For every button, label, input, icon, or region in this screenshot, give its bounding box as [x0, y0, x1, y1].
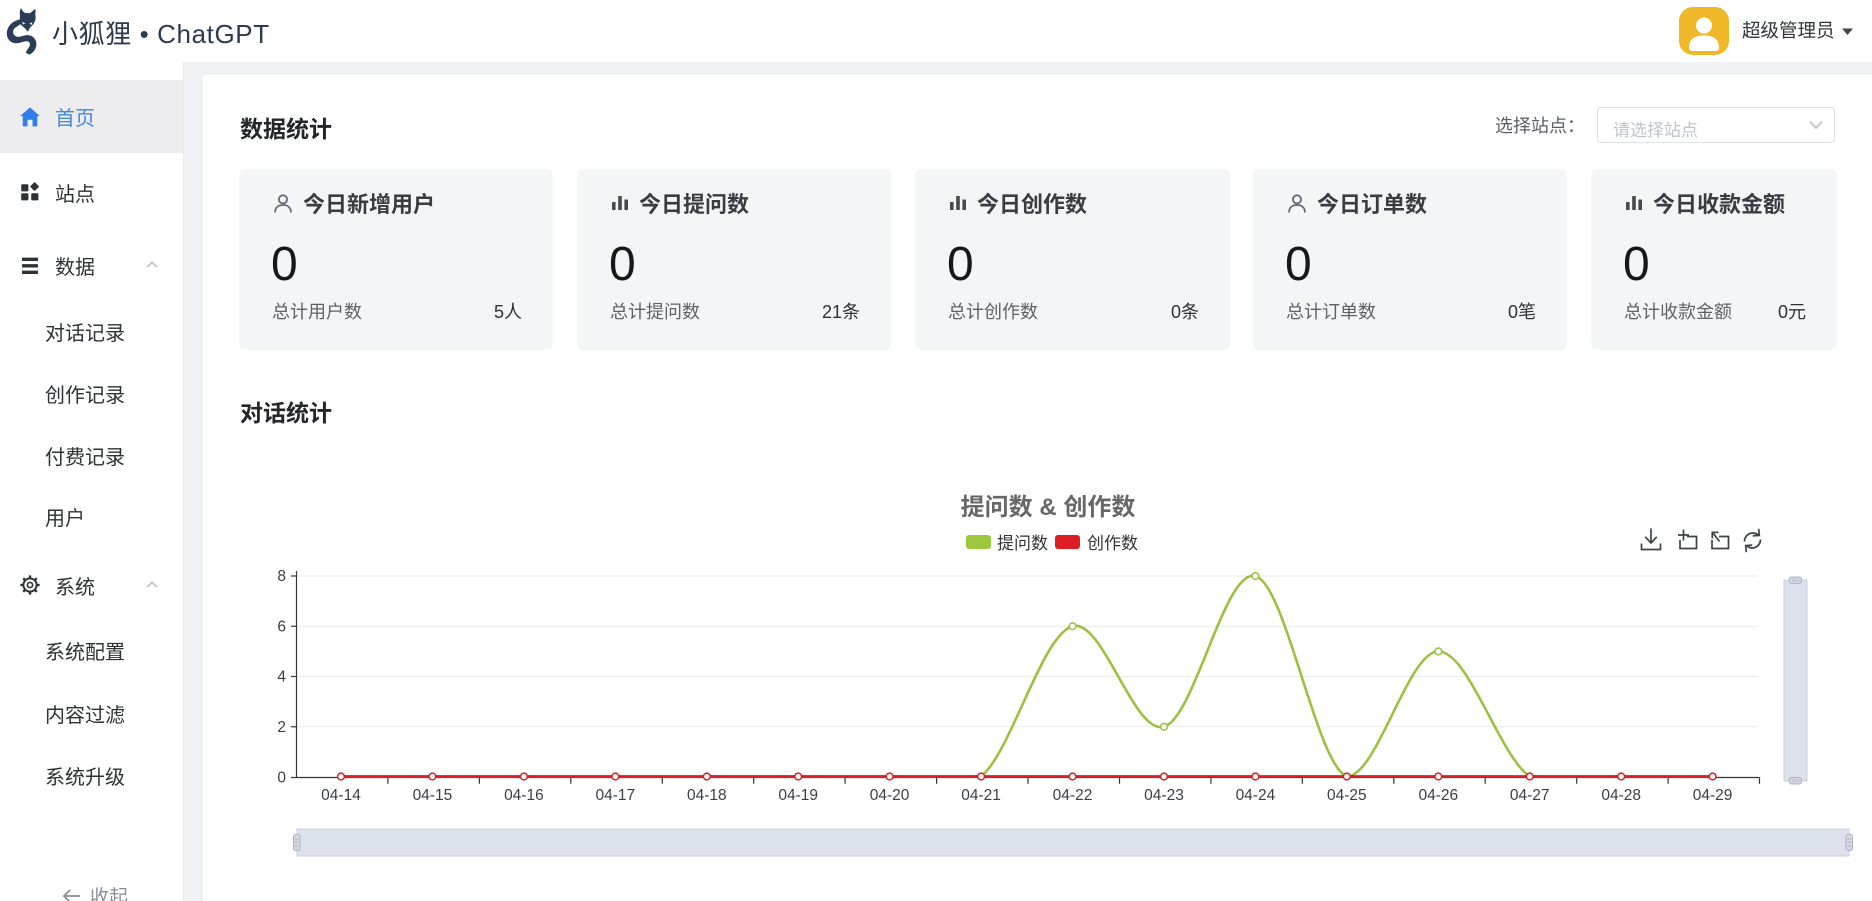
svg-text:6: 6	[277, 619, 286, 636]
svg-text:04-29: 04-29	[1693, 787, 1733, 804]
svg-text:04-17: 04-17	[595, 787, 635, 804]
svg-text:04-26: 04-26	[1418, 787, 1458, 804]
svg-text:4: 4	[277, 669, 286, 686]
svg-text:04-21: 04-21	[961, 787, 1001, 804]
svg-text:提问数: 提问数	[997, 534, 1048, 553]
svg-text:04-25: 04-25	[1327, 787, 1367, 804]
svg-text:提问数 & 创作数: 提问数 & 创作数	[961, 494, 1136, 521]
svg-text:04-22: 04-22	[1053, 787, 1093, 804]
svg-text:04-27: 04-27	[1510, 787, 1550, 804]
svg-text:0: 0	[277, 769, 286, 786]
svg-text:04-15: 04-15	[413, 787, 453, 804]
svg-text:04-14: 04-14	[321, 787, 361, 804]
svg-text:04-18: 04-18	[687, 787, 727, 804]
svg-text:04-19: 04-19	[778, 787, 818, 804]
svg-text:04-24: 04-24	[1236, 787, 1276, 804]
svg-text:04-16: 04-16	[504, 787, 544, 804]
svg-text:8: 8	[277, 568, 286, 585]
svg-text:2: 2	[277, 719, 286, 736]
svg-text:创作数: 创作数	[1087, 534, 1138, 553]
svg-text:04-28: 04-28	[1601, 787, 1641, 804]
svg-text:04-20: 04-20	[870, 787, 910, 804]
svg-text:04-23: 04-23	[1144, 787, 1184, 804]
